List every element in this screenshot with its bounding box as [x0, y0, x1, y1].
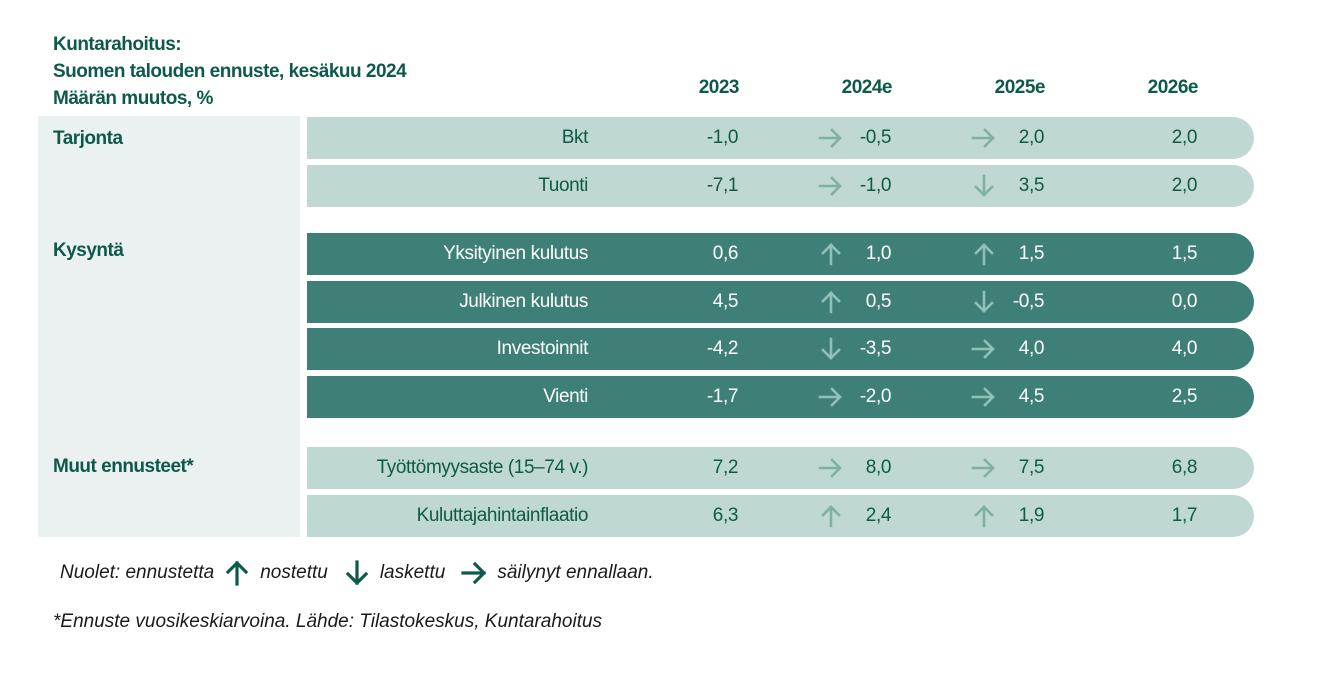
title-line-2: Suomen talouden ennuste, kesäkuu 2024	[53, 61, 407, 82]
table-row-kuluttajahintainflaatio: Kuluttajahintainflaatio 6,3 2,4 1,9 1,7	[307, 495, 1254, 537]
arrow-right-icon	[971, 126, 997, 150]
title-line-1: Kuntarahoitus:	[53, 34, 182, 55]
legend-label-up: nostettu	[260, 562, 328, 583]
cell-2025e: 4,5	[1018, 386, 1045, 407]
cell-2024e: 8,0	[865, 457, 892, 478]
row-label: Tuonti	[538, 175, 588, 196]
cell-2025e: 4,0	[1018, 338, 1045, 359]
cell-2026e: 2,0	[1171, 127, 1198, 148]
arrow-down-icon	[971, 174, 997, 198]
chart-title: Kuntarahoitus: Suomen talouden ennuste, …	[53, 31, 407, 112]
cell-2023: 7,2	[712, 457, 739, 478]
title-line-3: Määrän muutos, %	[53, 88, 213, 109]
cell-2026e: 1,5	[1171, 243, 1198, 264]
cell-2025e: 7,5	[1018, 457, 1045, 478]
table-row-bkt: Bkt -1,0 -0,5 2,0 2,0	[307, 117, 1254, 159]
arrow-right-icon	[818, 126, 844, 150]
cell-2024e: -3,5	[859, 338, 892, 359]
arrow-legend: Nuolet: ennustetta nostettu laskettu säi…	[60, 557, 654, 589]
group-label-muut-ennusteet: Muut ennusteet*	[53, 456, 194, 477]
cell-2024e: -2,0	[859, 386, 892, 407]
legend-label-right: säilynyt ennallaan.	[497, 562, 654, 583]
row-label: Investoinnit	[496, 338, 589, 359]
legend-label-down: laskettu	[379, 562, 446, 583]
row-label: Yksityinen kulutus	[443, 243, 588, 264]
arrow-down-icon	[818, 337, 844, 361]
cell-2023: -4,2	[706, 338, 739, 359]
arrow-down-icon	[342, 558, 372, 588]
cell-2023: -1,7	[706, 386, 739, 407]
arrow-up-icon	[971, 242, 997, 266]
cell-2025e: -0,5	[1012, 291, 1045, 312]
arrow-right-icon	[971, 385, 997, 409]
cell-2023: 0,6	[712, 243, 739, 264]
column-header-2023: 2023	[698, 77, 740, 98]
cell-2023: 6,3	[712, 505, 739, 526]
group-label-kysynta: Kysyntä	[53, 240, 124, 261]
cell-2026e: 2,0	[1171, 175, 1198, 196]
group-label-tarjonta: Tarjonta	[53, 128, 123, 149]
column-header-2026e: 2026e	[1147, 77, 1199, 98]
row-label: Vienti	[543, 386, 588, 407]
row-label: Bkt	[561, 127, 589, 148]
table-row-tyottomyysaste-15-74-v: Työttömyysaste (15–74 v.) 7,2 8,0 7,5 6,8	[307, 447, 1254, 489]
table-row-tuonti: Tuonti -7,1 -1,0 3,5 2,0	[307, 165, 1254, 207]
cell-2026e: 1,7	[1171, 505, 1198, 526]
cell-2026e: 6,8	[1171, 457, 1198, 478]
cell-2025e: 2,0	[1018, 127, 1045, 148]
table-row-julkinen-kulutus: Julkinen kulutus 4,5 0,5 -0,5 0,0	[307, 281, 1254, 323]
arrow-up-icon	[971, 504, 997, 528]
table-row-investoinnit: Investoinnit -4,2 -3,5 4,0 4,0	[307, 328, 1254, 370]
group-label-panel	[38, 116, 300, 537]
arrow-up-icon	[818, 290, 844, 314]
column-header-2024e: 2024e	[841, 77, 893, 98]
cell-2023: -7,1	[706, 175, 739, 196]
row-label: Julkinen kulutus	[459, 291, 588, 312]
arrow-up-icon	[818, 242, 844, 266]
legend-prefix: Nuolet: ennustetta	[60, 562, 215, 583]
arrow-down-icon	[971, 290, 997, 314]
cell-2023: 4,5	[712, 291, 739, 312]
cell-2026e: 4,0	[1171, 338, 1198, 359]
cell-2024e: 0,5	[865, 291, 892, 312]
cell-2025e: 1,9	[1018, 505, 1045, 526]
arrow-up-icon	[818, 504, 844, 528]
arrow-right-icon	[818, 385, 844, 409]
cell-2026e: 0,0	[1171, 291, 1198, 312]
cell-2024e: -1,0	[859, 175, 892, 196]
cell-2024e: 2,4	[865, 505, 892, 526]
cell-2024e: -0,5	[859, 127, 892, 148]
arrow-right-icon	[971, 337, 997, 361]
cell-2026e: 2,5	[1171, 386, 1198, 407]
table-row-yksityinen-kulutus: Yksityinen kulutus 0,6 1,0 1,5 1,5	[307, 233, 1254, 275]
arrow-right-icon	[818, 456, 844, 480]
arrow-right-icon	[818, 174, 844, 198]
row-label: Kuluttajahintainflaatio	[416, 505, 589, 526]
arrow-right-icon	[971, 456, 997, 480]
cell-2025e: 1,5	[1018, 243, 1045, 264]
cell-2025e: 3,5	[1018, 175, 1045, 196]
arrow-up-icon	[222, 558, 252, 588]
column-header-2025e: 2025e	[994, 77, 1046, 98]
arrow-right-icon	[459, 558, 489, 588]
cell-2023: -1,0	[706, 127, 739, 148]
footnote: *Ennuste vuosikeskiarvoina. Lähde: Tilas…	[53, 611, 603, 632]
cell-2024e: 1,0	[865, 243, 892, 264]
table-row-vienti: Vienti -1,7 -2,0 4,5 2,5	[307, 376, 1254, 418]
row-label: Työttömyysaste (15–74 v.)	[376, 457, 589, 478]
